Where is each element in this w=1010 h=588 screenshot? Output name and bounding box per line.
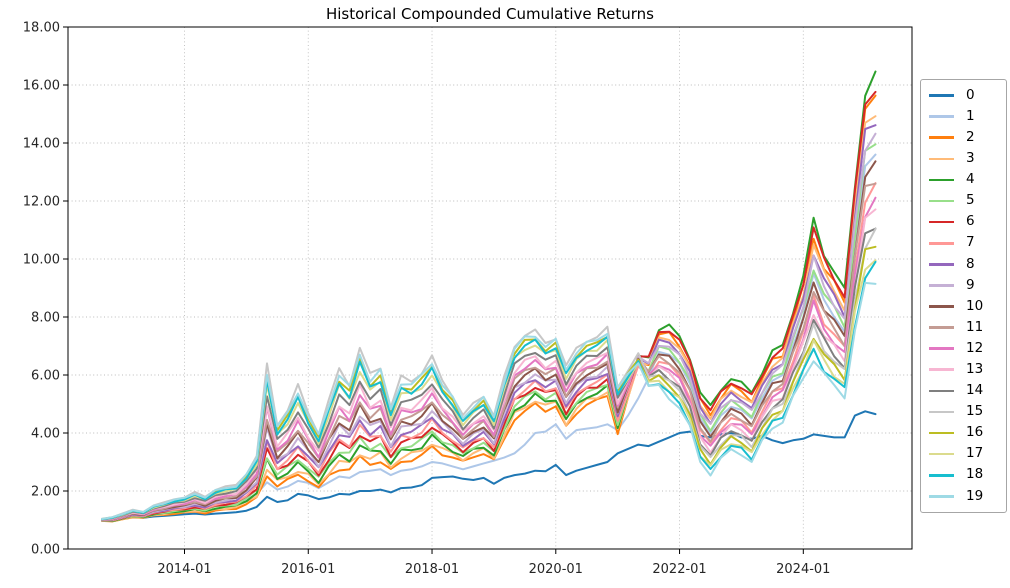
legend-item-5: 5 bbox=[921, 190, 1006, 211]
legend-label-13: 13 bbox=[966, 361, 984, 378]
series-line-11 bbox=[101, 182, 877, 521]
legend-item-16: 16 bbox=[921, 423, 1006, 444]
legend-label-1: 1 bbox=[966, 107, 975, 124]
legend-swatch-4 bbox=[929, 178, 954, 182]
legend-item-4: 4 bbox=[921, 169, 1006, 190]
y-tick-label: 18.00 bbox=[23, 21, 60, 36]
legend-item-12: 12 bbox=[921, 338, 1006, 359]
legend-label-5: 5 bbox=[966, 192, 975, 209]
series-line-10 bbox=[101, 160, 877, 521]
series-line-7 bbox=[101, 182, 877, 522]
x-tick-label: 2024-01 bbox=[776, 562, 830, 577]
legend-label-18: 18 bbox=[966, 466, 984, 483]
legend-item-3: 3 bbox=[921, 148, 1006, 169]
series-line-15 bbox=[101, 227, 877, 520]
legend-item-6: 6 bbox=[921, 212, 1006, 233]
y-tick-label: 4.00 bbox=[31, 427, 60, 442]
series-line-12 bbox=[101, 196, 877, 521]
legend-swatch-3 bbox=[929, 157, 954, 161]
legend-item-1: 1 bbox=[921, 106, 1006, 127]
legend-swatch-0 bbox=[929, 94, 954, 97]
legend-item-15: 15 bbox=[921, 401, 1006, 422]
legend-swatch-18 bbox=[929, 473, 954, 477]
series-line-14 bbox=[101, 227, 877, 521]
y-tick-label: 6.00 bbox=[31, 369, 60, 384]
y-tick-label: 14.00 bbox=[23, 137, 60, 152]
y-tick-label: 2.00 bbox=[31, 485, 60, 500]
legend-swatch-17 bbox=[929, 452, 954, 456]
legend-label-19: 19 bbox=[966, 487, 984, 504]
legend: 0 1 2 3 4 5 6 7 8 9 10 11 12 13 14 15 16 17 18 19 bbox=[920, 79, 1007, 513]
legend-label-3: 3 bbox=[966, 150, 975, 167]
series-line-2 bbox=[101, 94, 877, 523]
legend-item-2: 2 bbox=[921, 127, 1006, 148]
legend-swatch-1 bbox=[929, 115, 954, 118]
legend-label-17: 17 bbox=[966, 445, 984, 462]
legend-label-8: 8 bbox=[966, 255, 975, 272]
series-line-5 bbox=[101, 143, 877, 522]
legend-label-4: 4 bbox=[966, 171, 975, 188]
series-line-1 bbox=[101, 153, 877, 521]
x-tick-label: 2020-01 bbox=[529, 562, 583, 577]
legend-label-15: 15 bbox=[966, 403, 984, 420]
legend-swatch-2 bbox=[929, 136, 954, 140]
x-tick-label: 2014-01 bbox=[157, 562, 211, 577]
legend-item-0: 0 bbox=[921, 85, 1006, 106]
x-tick-label: 2016-01 bbox=[281, 562, 335, 577]
legend-label-14: 14 bbox=[966, 382, 984, 399]
legend-label-9: 9 bbox=[966, 276, 975, 293]
legend-item-11: 11 bbox=[921, 317, 1006, 338]
chart-title: Historical Compounded Cumulative Returns bbox=[325, 5, 654, 23]
legend-item-18: 18 bbox=[921, 465, 1006, 486]
legend-swatch-16 bbox=[929, 431, 954, 435]
legend-label-7: 7 bbox=[966, 234, 975, 251]
x-tick-label: 2022-01 bbox=[652, 562, 706, 577]
series-line-6 bbox=[101, 90, 877, 522]
legend-label-12: 12 bbox=[966, 339, 984, 356]
series-line-9 bbox=[101, 132, 877, 521]
legend-item-8: 8 bbox=[921, 254, 1006, 275]
y-tick-label: 0.00 bbox=[31, 543, 60, 558]
legend-swatch-15 bbox=[929, 410, 954, 414]
legend-label-0: 0 bbox=[966, 86, 975, 103]
legend-label-16: 16 bbox=[966, 424, 984, 441]
legend-swatch-7 bbox=[929, 241, 954, 245]
legend-swatch-12 bbox=[929, 347, 954, 350]
series-line-18 bbox=[101, 260, 877, 521]
series-line-3 bbox=[101, 115, 877, 523]
legend-swatch-5 bbox=[929, 199, 954, 203]
legend-item-14: 14 bbox=[921, 380, 1006, 401]
legend-label-11: 11 bbox=[966, 318, 984, 335]
legend-swatch-19 bbox=[929, 495, 954, 498]
legend-swatch-6 bbox=[929, 220, 954, 224]
series-line-8 bbox=[101, 124, 877, 522]
legend-swatch-10 bbox=[929, 305, 954, 308]
legend-label-10: 10 bbox=[966, 297, 984, 314]
legend-item-17: 17 bbox=[921, 444, 1006, 465]
y-tick-label: 12.00 bbox=[23, 195, 60, 210]
legend-label-2: 2 bbox=[966, 128, 975, 145]
series-line-19 bbox=[101, 281, 877, 520]
legend-item-9: 9 bbox=[921, 275, 1006, 296]
legend-item-19: 19 bbox=[921, 486, 1006, 507]
y-tick-label: 8.00 bbox=[31, 311, 60, 326]
y-tick-label: 16.00 bbox=[23, 79, 60, 94]
legend-swatch-11 bbox=[929, 326, 954, 329]
legend-swatch-8 bbox=[929, 263, 954, 266]
legend-item-10: 10 bbox=[921, 296, 1006, 317]
y-tick-label: 10.00 bbox=[23, 253, 60, 268]
legend-swatch-13 bbox=[929, 368, 954, 372]
series-line-13 bbox=[101, 208, 877, 521]
plot-border bbox=[67, 26, 913, 550]
legend-item-13: 13 bbox=[921, 359, 1006, 380]
legend-item-7: 7 bbox=[921, 233, 1006, 254]
legend-swatch-14 bbox=[929, 389, 954, 393]
legend-label-6: 6 bbox=[966, 213, 975, 230]
x-tick-label: 2018-01 bbox=[405, 562, 459, 577]
legend-swatch-9 bbox=[929, 284, 954, 287]
